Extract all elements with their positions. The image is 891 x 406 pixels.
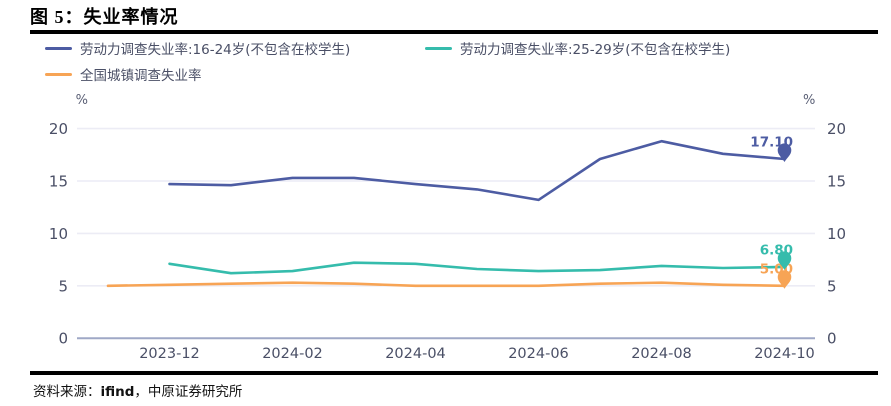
y-tick-right-0: 0 — [827, 330, 837, 348]
legend-item-urban-national: 全国城镇调查失业率 — [45, 63, 425, 85]
y-tick-left-20: 20 — [49, 120, 68, 138]
legend-item-youth-25-29: 劳动力调查失业率:25-29岁(不包含在校学生) — [425, 37, 845, 59]
y-tick-right-10: 10 — [827, 225, 846, 243]
legend-swatch-youth-16-24 — [45, 46, 72, 50]
legend-label: 劳动力调查失业率:25-29岁(不包含在校学生) — [460, 42, 731, 58]
x-tick-2024-04: 2024-04 — [385, 346, 446, 362]
y-tick-left-0: 0 — [58, 330, 68, 348]
y-tick-left-15: 15 — [49, 173, 68, 191]
x-tick-2024-10: 2024-10 — [754, 346, 815, 362]
y-unit-right: % — [803, 93, 815, 108]
end-point-pin-youth-25-29 — [777, 251, 792, 270]
chart-legend: 劳动力调查失业率:16-24岁(不包含在校学生) 劳动力调查失业率:25-29岁(… — [45, 37, 845, 85]
y-tick-right-20: 20 — [827, 120, 846, 138]
source-suffix: ，中原证券研究所 — [134, 384, 243, 399]
x-tick-2024-08: 2024-08 — [631, 346, 692, 362]
y-tick-right-5: 5 — [827, 277, 837, 295]
source-brand: ifind — [100, 384, 135, 400]
series-line-youth-25-29 — [168, 261, 786, 275]
source-note: 资料来源：ifind，中原证券研究所 — [33, 380, 242, 400]
x-tick-2023-12: 2023-12 — [139, 346, 200, 362]
figure-title: 图 5：失业率情况 — [30, 7, 179, 27]
legend-swatch-youth-25-29 — [425, 46, 452, 50]
title-divider — [30, 30, 878, 34]
x-tick-2024-02: 2024-02 — [262, 346, 323, 362]
legend-item-youth-16-24: 劳动力调查失业率:16-24岁(不包含在校学生) — [45, 37, 425, 59]
legend-label: 劳动力调查失业率:16-24岁(不包含在校学生) — [80, 42, 351, 58]
footer-divider — [30, 371, 878, 375]
y-unit-left: % — [76, 93, 88, 108]
end-point-pin-youth-16-24 — [777, 143, 792, 162]
series-line-urban-national — [106, 281, 786, 288]
series-line-youth-16-24 — [168, 139, 786, 202]
y-tick-left-5: 5 — [58, 277, 68, 295]
legend-label: 全国城镇调查失业率 — [80, 68, 202, 84]
y-tick-right-15: 15 — [827, 173, 846, 191]
source-prefix: 资料来源： — [33, 384, 101, 399]
x-tick-2024-06: 2024-06 — [508, 346, 569, 362]
y-tick-left-10: 10 — [49, 225, 68, 243]
legend-swatch-urban-national — [45, 72, 72, 76]
end-point-pin-urban-national — [777, 270, 792, 289]
